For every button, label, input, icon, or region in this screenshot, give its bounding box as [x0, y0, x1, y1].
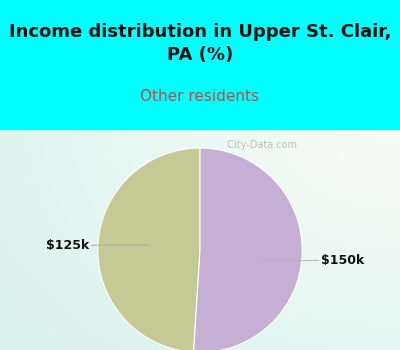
Text: Income distribution in Upper St. Clair,
PA (%): Income distribution in Upper St. Clair, …: [9, 23, 391, 63]
Wedge shape: [194, 148, 302, 350]
Text: $125k: $125k: [46, 239, 149, 252]
Text: City-Data.com: City-Data.com: [221, 140, 297, 150]
Wedge shape: [98, 148, 200, 350]
Text: Other residents: Other residents: [140, 89, 260, 104]
Text: $150k: $150k: [261, 254, 365, 267]
